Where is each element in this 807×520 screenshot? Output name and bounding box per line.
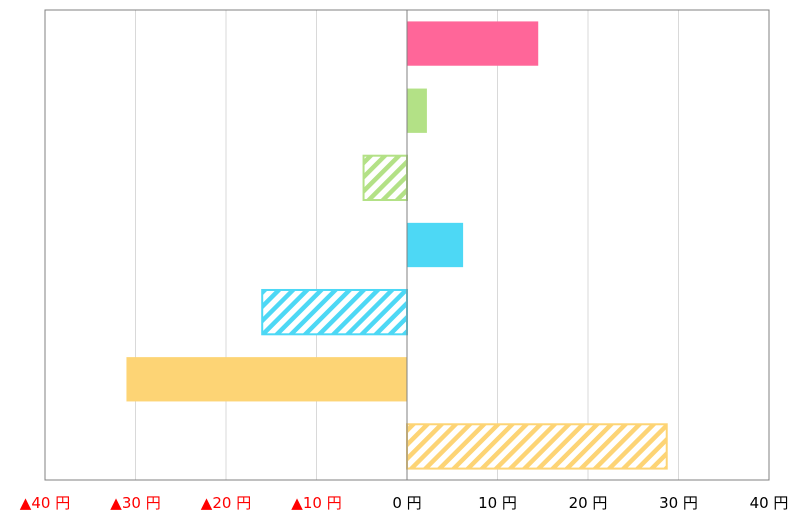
bar (126, 357, 407, 402)
x-tick-label: 20 円 (569, 494, 608, 512)
x-tick-labels: ▲40 円 ▲30 円 ▲20 円 ▲10 円 0 円 10 円 20 円 30 円 40 円 (20, 494, 789, 512)
x-tick-label: ▲10 円 (291, 494, 341, 512)
bar (406, 423, 668, 470)
bar (261, 288, 409, 336)
x-tick-label: ▲40 円 (20, 494, 70, 512)
bars (126, 21, 668, 470)
x-tick-label: ▲30 円 (110, 494, 160, 512)
bar (407, 222, 464, 268)
x-tick-label: 40 円 (750, 494, 789, 512)
x-tick-label: 10 円 (478, 494, 517, 512)
grid-lines (135, 10, 679, 480)
bar (407, 88, 427, 133)
x-tick-label: 0 円 (392, 494, 421, 512)
plot-frame (44, 9, 770, 481)
bar (407, 21, 539, 66)
x-tick-label: ▲20 円 (201, 494, 251, 512)
bar (362, 154, 408, 202)
x-tick-label: 30 円 (659, 494, 698, 512)
